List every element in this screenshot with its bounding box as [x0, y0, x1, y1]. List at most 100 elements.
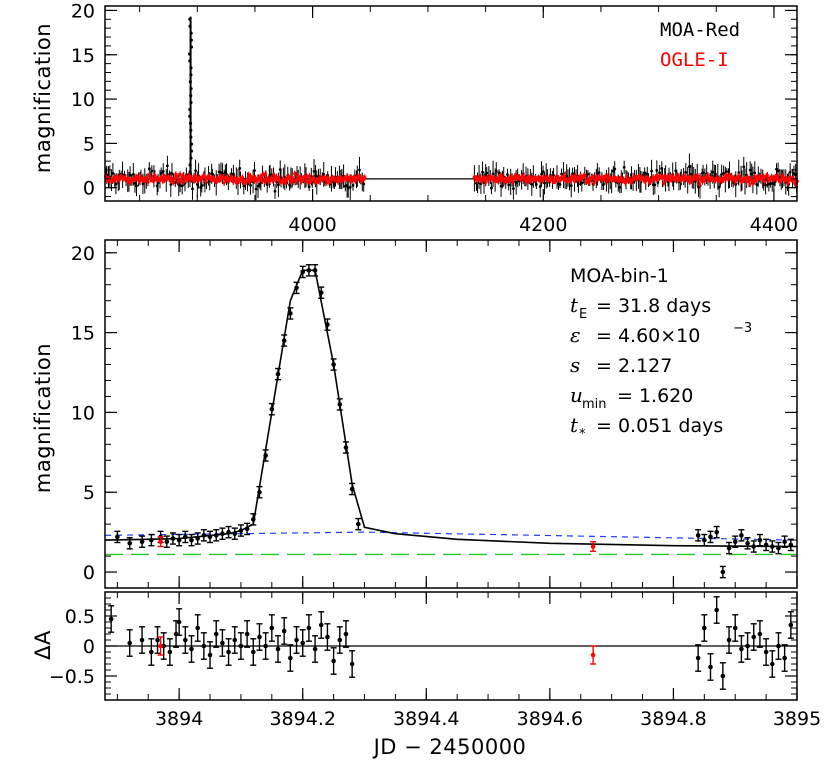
residual-moa-point: [720, 673, 726, 679]
param-epsilon-symbol: ε: [570, 323, 581, 347]
moa-bin-point: [714, 529, 719, 535]
moa-red-point: [161, 169, 165, 173]
ogle-i-point: [592, 181, 596, 185]
moa-bin-point: [207, 534, 213, 540]
moa-red-point: [348, 185, 352, 189]
moa-red-point: [307, 185, 311, 189]
zoom-light-curve-panel: 0 5 10 15 20: [71, 239, 798, 589]
moa-red-point: [748, 168, 752, 172]
param-epsilon-value: = 4.60×10: [596, 325, 700, 347]
moa-red-point: [111, 171, 115, 175]
moa-red-point: [256, 184, 260, 188]
ogle-i-point: [259, 175, 263, 179]
moa-red-point: [150, 169, 154, 173]
moa-red-point: [491, 172, 495, 176]
residual-moa-point: [213, 631, 219, 637]
ogle-i-point: [666, 174, 670, 178]
ogle-i-point: [139, 174, 143, 179]
ogle-i-point: [171, 180, 175, 185]
moa-red-point: [722, 171, 726, 175]
ogle-i-point: [234, 181, 239, 185]
moa-bin-point: [257, 489, 262, 495]
ogle-i-point: [523, 177, 527, 181]
ogle-i-point: [748, 182, 752, 186]
ogle-i-point: [192, 174, 196, 178]
ogle-i-point: [180, 174, 184, 178]
residual-moa-point: [702, 625, 707, 631]
residual-moa-point: [294, 637, 299, 643]
residual-moa-point: [220, 640, 225, 646]
ogle-i-point: [152, 179, 156, 183]
moa-red-point: [362, 182, 366, 186]
moa-bin-point: [226, 529, 231, 535]
ogle-i-point: [585, 178, 589, 182]
moa-red-point: [750, 172, 754, 176]
residual-moa-point: [201, 643, 207, 649]
moa-red-point: [133, 181, 137, 185]
ogle-i-point: [249, 178, 254, 182]
param-epsilon: ε = 4.60×10 −3: [570, 321, 752, 347]
0-ytick-label: 5: [83, 133, 95, 155]
residual-moa-point: [176, 619, 182, 625]
mid-frame: [104, 239, 798, 589]
moa-red-point: [611, 169, 615, 173]
moa-bin-point: [170, 536, 176, 541]
param-umin-symbol: u: [570, 383, 583, 407]
ogle-i-point: [147, 173, 152, 177]
param-te-subscript: E: [579, 307, 587, 322]
moa-red-point: [684, 171, 688, 174]
param-s-symbol: s: [570, 353, 580, 377]
moa-bin-point: [745, 541, 750, 546]
ogle-i-point: [272, 177, 277, 181]
1-ytick-label: 20: [71, 243, 95, 265]
ogle-i-point: [568, 179, 572, 183]
ogle-i-point: [682, 178, 686, 182]
ogle-i-point: [598, 175, 602, 179]
ogle-i-point: [248, 174, 252, 178]
residual-moa-point: [325, 634, 330, 640]
residual-moa-point: [695, 655, 701, 661]
moa-bin-point: [232, 531, 238, 537]
ogle-i-point: [261, 172, 265, 176]
ogle-i-point: [240, 175, 244, 180]
moa-red-point: [530, 182, 534, 186]
2-ytick-label: 0.5: [65, 606, 95, 628]
param-tstar-value: = 0.051 days: [596, 415, 723, 437]
top-xtick-label: 4200: [519, 214, 567, 236]
moa-red-point: [211, 172, 214, 176]
residual-ogle-point: [590, 652, 596, 658]
bot-xtick-label: 3894.8: [640, 708, 706, 730]
ogle-i-point: [572, 179, 577, 183]
moa-bin-point: [139, 539, 145, 545]
moa-red-point: [168, 172, 171, 176]
residual-moa-point: [745, 643, 750, 649]
full-light-curve-panel: 0 5 10 15 20 4000 4200 4400: [71, 0, 799, 236]
ogle-i-point: [353, 179, 357, 183]
ogle-i-point: [688, 180, 692, 184]
ogle-i-point: [307, 174, 312, 178]
param-s-value: = 2.127: [596, 355, 672, 377]
moa-red-point: [481, 170, 484, 174]
moa-bin-point: [306, 268, 312, 273]
moa-red-point: [490, 186, 493, 190]
residual-moa-point: [739, 646, 744, 652]
ogle-i-point: [696, 174, 700, 178]
legend-moa-red: MOA-Red: [660, 19, 740, 41]
moa-red-point: [277, 183, 280, 187]
moa-bin-point: [782, 539, 787, 545]
moa-red-point: [650, 169, 653, 173]
residual-moa-point: [769, 661, 775, 667]
ogle-i-point: [605, 180, 609, 184]
moa-bin-point: [220, 531, 225, 537]
moa-bin-point: [115, 534, 120, 540]
moa-red-point: [238, 167, 242, 170]
residual-moa-point: [257, 634, 262, 640]
moa-red-point: [541, 170, 545, 174]
top-xtick-label: 4000: [288, 214, 336, 236]
ogle-i-point: [211, 176, 216, 180]
ogle-i-point: [786, 181, 790, 185]
bot-xtick-label: 3894.6: [517, 708, 583, 730]
moa-red-point: [511, 187, 515, 191]
moa-bin-point: [331, 362, 336, 367]
residual-moa-point: [751, 634, 757, 640]
